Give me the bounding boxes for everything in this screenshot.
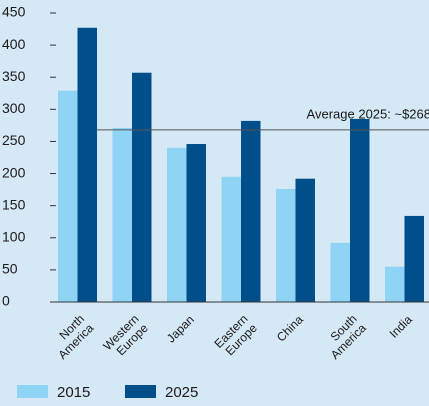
bar (276, 188, 296, 302)
bar (77, 27, 97, 302)
y-tick-label: 300 (2, 100, 26, 116)
bar (186, 144, 206, 302)
bar (58, 90, 78, 302)
bar (385, 266, 405, 302)
bar (330, 242, 350, 302)
bar (132, 72, 152, 302)
y-tick-label: 200 (2, 164, 26, 180)
x-tick-label: Japan (164, 312, 197, 345)
y-tick-label: 250 (2, 132, 26, 148)
legend-label: 2025 (165, 384, 198, 401)
bar (167, 147, 187, 302)
legend-label: 2015 (57, 384, 90, 401)
y-tick-label: 0 (2, 293, 10, 309)
x-tick-label: SouthAmerica (319, 312, 369, 362)
y-tick-label: 450 (2, 4, 26, 20)
bar (221, 176, 241, 302)
bar (295, 178, 315, 302)
y-tick-label: 400 (2, 36, 26, 52)
x-tick-label: India (387, 312, 416, 341)
x-tick-label: WesternEurope (100, 312, 151, 363)
bar (112, 127, 132, 302)
bar (350, 118, 370, 302)
y-tick-label: 50 (2, 261, 18, 277)
x-tick-label: NorthAmerica (46, 312, 96, 362)
y-tick-label: 350 (2, 68, 26, 84)
x-tick-label: EasternEurope (212, 312, 261, 361)
bar (404, 215, 424, 302)
legend-swatch (125, 385, 156, 398)
y-tick-label: 100 (2, 228, 26, 244)
bar (241, 120, 261, 302)
x-tick-label: China (274, 312, 306, 344)
annotation: Average 2025: ~$268 (307, 106, 429, 121)
legend-swatch (17, 385, 48, 398)
y-tick-label: 150 (2, 196, 26, 212)
